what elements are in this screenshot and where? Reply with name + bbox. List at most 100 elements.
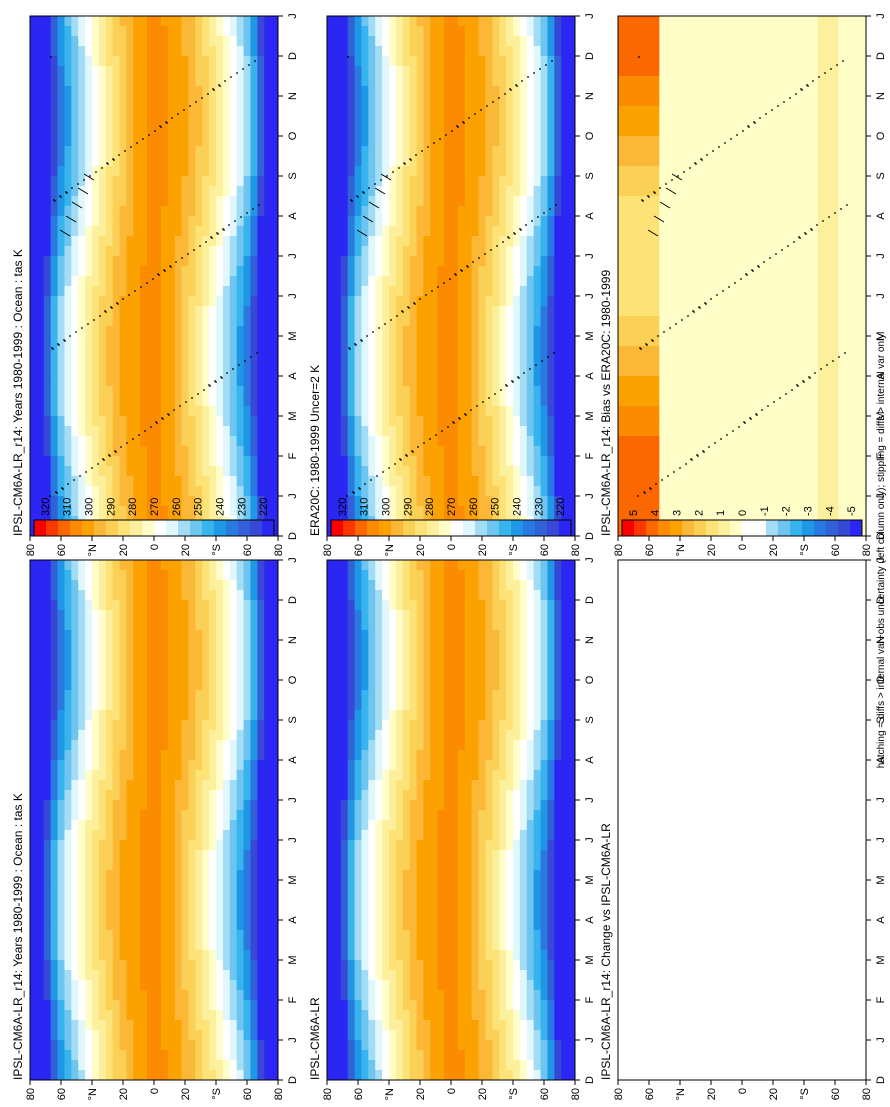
heatmap-cell	[30, 446, 37, 456]
heatmap-cell	[423, 486, 430, 496]
heatmap-cell	[237, 620, 244, 630]
heatmap-cell	[37, 660, 44, 670]
heatmap-cell	[175, 286, 182, 296]
heatmap-cell	[30, 196, 37, 206]
heatmap-cell	[223, 770, 230, 780]
heatmap-cell	[223, 960, 230, 970]
heatmap-cell	[168, 176, 175, 186]
heatmap-cell	[389, 16, 396, 26]
heatmap-cell	[271, 800, 278, 810]
heatmap-cell	[423, 136, 430, 146]
stipple-dot	[81, 327, 83, 329]
heatmap-cell	[71, 56, 78, 66]
heatmap-cell	[368, 106, 375, 116]
heatmap-cell	[147, 1010, 154, 1020]
heatmap-cell	[161, 740, 168, 750]
heatmap-cell	[92, 1060, 99, 1070]
heatmap-cell	[99, 196, 106, 206]
heatmap-cell	[106, 620, 113, 630]
heatmap-cell	[202, 690, 209, 700]
heatmap-cell	[51, 286, 58, 296]
heatmap-cell	[37, 650, 44, 660]
heatmap-cell	[417, 506, 424, 516]
heatmap-cell	[78, 236, 85, 246]
heatmap-cell	[44, 910, 51, 920]
heatmap-cell	[250, 136, 257, 146]
heatmap-cell	[264, 416, 271, 426]
heatmap-cell	[154, 850, 161, 860]
heatmap-cell	[437, 316, 444, 326]
heatmap-cell	[271, 670, 278, 680]
heatmap-cell	[230, 36, 237, 46]
heatmap-cell	[257, 710, 264, 720]
heatmap-cell	[444, 206, 451, 216]
heatmap-cell	[92, 690, 99, 700]
heatmap-cell	[250, 940, 257, 950]
heatmap-cell	[58, 446, 65, 456]
heatmap-cell	[37, 610, 44, 620]
heatmap-cell	[271, 950, 278, 960]
heatmap-cell	[216, 326, 223, 336]
heatmap-cell	[113, 700, 120, 710]
heatmap-cell	[188, 650, 195, 660]
heatmap-cell	[396, 426, 403, 436]
heatmap-cell	[92, 900, 99, 910]
heatmap-cell	[106, 650, 113, 660]
heatmap-cell	[423, 226, 430, 236]
heatmap-cell	[154, 316, 161, 326]
colorbar-label: 290	[105, 498, 117, 516]
heatmap-cell	[223, 920, 230, 930]
heatmap-cell	[30, 610, 37, 620]
heatmap-cell	[51, 930, 58, 940]
heatmap-cell	[250, 920, 257, 930]
heatmap-cell	[37, 570, 44, 580]
heatmap-cell	[423, 76, 430, 86]
heatmap-cell	[99, 610, 106, 620]
heatmap-cell	[327, 446, 334, 456]
heatmap-cell	[423, 286, 430, 296]
heatmap-cell	[140, 356, 147, 366]
heatmap-cell	[99, 66, 106, 76]
heatmap-cell	[216, 1050, 223, 1060]
heatmap-cell	[182, 56, 189, 66]
heatmap-cell	[237, 476, 244, 486]
heatmap-cell	[209, 890, 216, 900]
heatmap-cell	[37, 1060, 44, 1070]
heatmap-cell	[230, 830, 237, 840]
heatmap-cell	[264, 136, 271, 146]
heatmap-cell	[264, 256, 271, 266]
heatmap-cell	[71, 670, 78, 680]
heatmap-cell	[37, 306, 44, 316]
heatmap-cell	[202, 1020, 209, 1030]
heatmap-cell	[37, 36, 44, 46]
heatmap-cell	[264, 126, 271, 136]
heatmap-cell	[223, 750, 230, 760]
heatmap-cell	[113, 830, 120, 840]
heatmap-cell	[147, 216, 154, 226]
heatmap-cell	[30, 800, 37, 810]
heatmap-cell	[154, 700, 161, 710]
heatmap-cell	[44, 570, 51, 580]
heatmap-cell	[423, 166, 430, 176]
heatmap-cell	[348, 476, 355, 486]
heatmap-cell	[126, 980, 133, 990]
heatmap-cell	[182, 366, 189, 376]
heatmap-cell	[188, 740, 195, 750]
heatmap-cell	[223, 860, 230, 870]
heatmap-cell	[106, 960, 113, 970]
heatmap-cell	[51, 116, 58, 126]
heatmap-cell	[334, 146, 341, 156]
heatmap-cell	[92, 266, 99, 276]
heatmap-cell	[403, 16, 410, 26]
heatmap-cell	[30, 96, 37, 106]
heatmap-cell	[244, 930, 251, 940]
heatmap-cell	[334, 76, 341, 86]
heatmap-cell	[230, 640, 237, 650]
heatmap-cell	[37, 780, 44, 790]
heatmap-cell	[244, 610, 251, 620]
heatmap-cell	[44, 486, 51, 496]
heatmap-cell	[140, 246, 147, 256]
heatmap-cell	[417, 236, 424, 246]
heatmap-cell	[154, 1050, 161, 1060]
heatmap-cell	[341, 96, 348, 106]
